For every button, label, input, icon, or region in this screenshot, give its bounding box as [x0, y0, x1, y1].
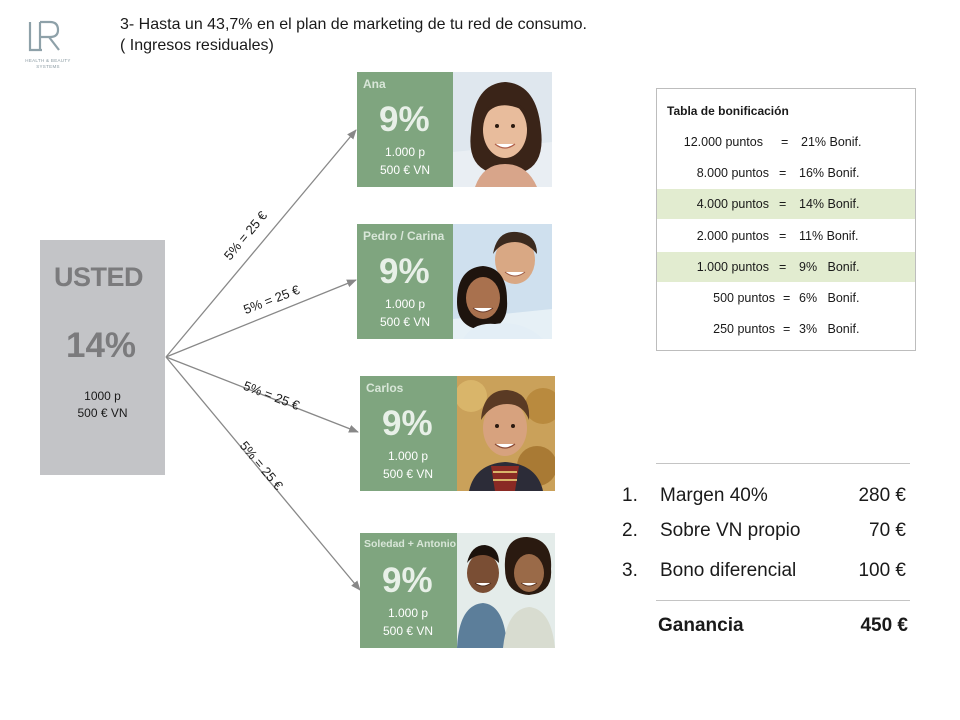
bonus-points: 4.000 puntos: [696, 197, 769, 211]
person-points: 1.000 p: [387, 449, 429, 463]
bonus-table-row-highlighted: 1.000 puntos = 9% Bonif.: [657, 252, 915, 282]
total-label: Ganancia: [658, 615, 744, 636]
bonus-equals: =: [783, 322, 791, 336]
woman-portrait-icon: [453, 72, 552, 187]
bonus-equals: =: [781, 135, 789, 149]
headline: 3- Hasta un 43,7% en el plan de marketin…: [120, 14, 587, 56]
person-points: 1.000 p: [384, 297, 426, 311]
bonus-percent: 11% Bonif.: [799, 229, 859, 243]
income-amount: 280 €: [858, 485, 906, 506]
arrow-to-person-2: [165, 279, 357, 358]
income-divider-bottom: [656, 600, 910, 601]
total-amount: 450 €: [860, 615, 908, 636]
bonus-points: 500 puntos: [713, 291, 775, 305]
arrow-to-person-3: [165, 356, 359, 433]
income-label: Bono diferencial: [660, 560, 797, 581]
bonus-equals: =: [779, 197, 787, 211]
bonus-points: 8.000 puntos: [696, 166, 769, 180]
bonus-points: 12.000 puntos: [683, 135, 763, 149]
bonus-table-row: 500 puntos = 6% Bonif.: [657, 283, 915, 313]
income-number: 3.: [622, 560, 638, 581]
bonus-percent: 9% Bonif.: [799, 260, 860, 274]
bonus-table-row: 2.000 puntos = 11% Bonif.: [657, 221, 915, 251]
bonus-percent: 6% Bonif.: [799, 291, 860, 305]
bonus-equals: =: [779, 260, 787, 274]
income-number: 2.: [622, 520, 638, 541]
bonus-table-row: 250 puntos = 3% Bonif.: [657, 314, 915, 344]
bonus-points: 1.000 puntos: [696, 260, 769, 274]
person-percent: 9%: [382, 404, 433, 443]
you-vn: 500 € VN: [77, 406, 128, 420]
couple-portrait-icon: [457, 533, 555, 648]
person-percent: 9%: [379, 100, 430, 139]
bonus-equals: =: [779, 166, 787, 180]
arrow-to-person-4: [165, 356, 361, 591]
bonus-equals: =: [783, 291, 791, 305]
person-name: Ana: [363, 77, 386, 91]
total-row: Ganancia 450 €: [658, 615, 910, 637]
lr-logo-icon: [28, 20, 60, 52]
couple-portrait-icon: [453, 224, 552, 339]
bonus-percent: 21% Bonif.: [801, 135, 862, 149]
person-card-soledad-antonio: Soledad + Antonio 9% 1.000 p 500 € VN: [360, 533, 555, 648]
income-divider-top: [656, 463, 910, 464]
person-name: Soledad + Antonio: [364, 538, 457, 550]
person-vn: 500 € VN: [382, 624, 434, 638]
bonus-equals: =: [779, 229, 787, 243]
person-points: 1.000 p: [387, 606, 429, 620]
person-name: Pedro / Carina: [363, 229, 445, 243]
bonus-table-title: Tabla de bonificación: [667, 104, 789, 118]
bonus-points: 2.000 puntos: [696, 229, 769, 243]
person-vn: 500 € VN: [382, 467, 434, 481]
you-title: USTED: [54, 262, 144, 292]
bonus-table-row-highlighted: 4.000 puntos = 14% Bonif.: [657, 189, 915, 219]
bonus-percent: 14% Bonif.: [799, 197, 860, 211]
you-points: 1000 p: [84, 389, 121, 403]
you-percent: 14%: [66, 326, 137, 365]
person-card-pedro-carina: Pedro / Carina 9% 1.000 p 500 € VN: [357, 224, 552, 339]
person-card-carlos: Carlos 9% 1.000 p 500 € VN: [360, 376, 555, 491]
arrow-to-person-1: [165, 129, 357, 358]
bonus-table-row: 12.000 puntos = 21% Bonif.: [657, 127, 915, 157]
bonus-percent: 3% Bonif.: [799, 322, 860, 336]
headline-line-1: 3- Hasta un 43,7% en el plan de marketin…: [120, 16, 587, 33]
person-points: 1.000 p: [384, 145, 426, 159]
lr-logo: HEALTH & BEAUTY SYSTEMS: [20, 18, 80, 74]
bonus-points: 250 puntos: [713, 322, 775, 336]
bonus-table: Tabla de bonificación 12.000 puntos = 21…: [656, 88, 916, 351]
person-card-ana: Ana 9% 1.000 p 500 € VN: [357, 72, 552, 187]
income-number: 1.: [622, 485, 638, 506]
bonus-table-row: 8.000 puntos = 16% Bonif.: [657, 158, 915, 188]
person-vn: 500 € VN: [379, 315, 431, 329]
person-percent: 9%: [379, 252, 430, 291]
income-amount: 100 €: [858, 560, 906, 581]
bonus-percent: 16% Bonif.: [799, 166, 860, 180]
income-label: Sobre VN propio: [660, 520, 801, 541]
headline-line-2: ( Ingresos residuales): [120, 37, 274, 54]
income-label: Margen 40%: [660, 485, 768, 506]
person-percent: 9%: [382, 561, 433, 600]
man-portrait-icon: [457, 376, 555, 491]
logo-tagline-2: SYSTEMS: [36, 64, 60, 69]
person-vn: 500 € VN: [379, 163, 431, 177]
logo-tagline-1: HEALTH & BEAUTY: [25, 58, 71, 63]
income-amount: 70 €: [869, 520, 906, 541]
you-box: USTED 14% 1000 p 500 € VN: [40, 240, 165, 475]
person-name: Carlos: [366, 381, 404, 395]
